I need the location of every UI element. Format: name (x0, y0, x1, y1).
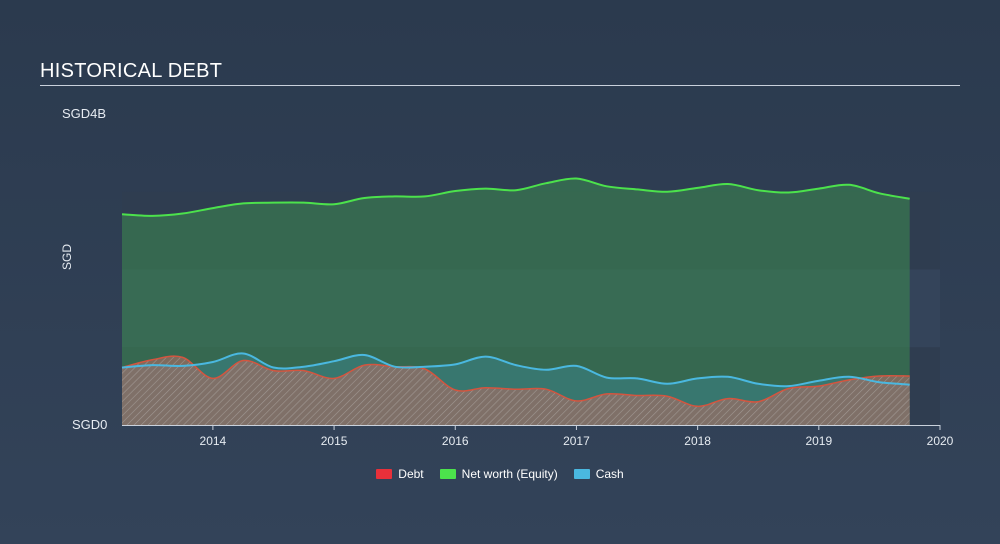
debt-line (121, 355, 910, 408)
x-tick-label-2015: 2015 (321, 434, 348, 448)
legend-label-debt: Debt (398, 467, 424, 481)
chart-title: HISTORICAL DEBT (40, 60, 223, 82)
debt-area-hatch (122, 356, 910, 425)
y-axis-min-label: SGD0 (72, 417, 108, 432)
legend-item-debt[interactable]: Debt (376, 467, 424, 481)
legend-swatch-cash (573, 469, 590, 479)
legend-item-equity[interactable]: Net worth (Equity) (439, 467, 558, 481)
x-tick-label-2018: 2018 (684, 434, 711, 448)
legend-swatch-debt (376, 469, 393, 479)
legend-item-cash[interactable]: Cash (573, 467, 624, 481)
x-tick-label-2017: 2017 (563, 434, 590, 448)
chart-legend: Debt Net worth (Equity) Cash (0, 467, 1000, 481)
equity-line (121, 177, 910, 217)
x-tick-label-2019: 2019 (805, 434, 832, 448)
legend-label-cash: Cash (595, 467, 624, 481)
legend-label-equity: Net worth (Equity) (461, 467, 558, 481)
x-tick-label-2020: 2020 (927, 434, 954, 448)
title-divider (40, 85, 960, 86)
legend-swatch-equity (439, 469, 456, 479)
x-tick-label-2016: 2016 (442, 434, 469, 448)
x-tick-label-2014: 2014 (200, 434, 227, 448)
y-axis-max-label: SGD4B (62, 106, 107, 121)
cash-line (121, 352, 910, 388)
